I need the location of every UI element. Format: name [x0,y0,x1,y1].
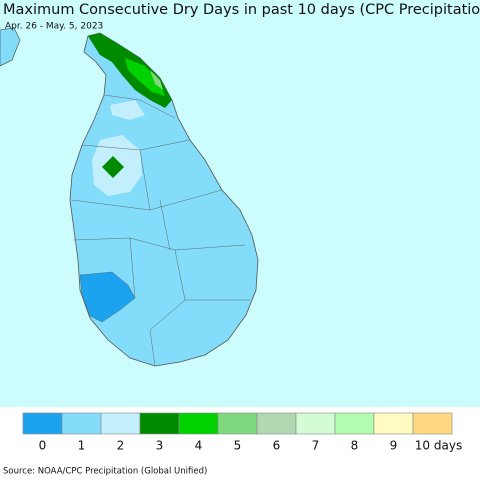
legend: 0 1 2 3 4 5 6 7 8 9 10 days [22,412,462,453]
legend-label: 2 [117,439,125,453]
legend-label: 5 [234,439,242,453]
legend-label: 7 [312,439,320,453]
dry-5-north [150,70,163,90]
dry-4-north [125,58,165,96]
legend-label: 0 [39,439,47,453]
source: Source: NOAA/CPC Precipitation (Global U… [3,467,207,477]
district-lines [71,94,250,367]
legend-swatch [139,412,180,435]
legend-label: 6 [273,439,281,453]
legend-swatch [61,412,102,435]
legend-label: 8 [351,439,359,453]
legend-label: 4 [195,439,203,453]
legend-label: 9 [390,439,398,453]
dry-3-center [102,156,124,178]
legend-swatch [217,412,258,435]
legend-swatch [295,412,336,435]
subtitle: Apr. 26 - May. 5, 2023 [5,22,103,32]
legend-swatch [334,412,375,435]
legend-label: 3 [156,439,164,453]
legend-swatch [100,412,141,435]
legend-swatch [178,412,219,435]
title: Maximum Consecutive Dry Days in past 10 … [3,2,480,18]
legend-label: 1 [78,439,86,453]
legend-swatch [373,412,414,435]
legend-label: 10 days [415,439,462,453]
legend-swatch [256,412,297,435]
dry-0-sw [79,271,136,323]
legend-swatch [22,412,63,435]
legend-swatch [412,412,453,435]
dry-2-a [110,100,145,120]
india-coast [0,27,21,67]
